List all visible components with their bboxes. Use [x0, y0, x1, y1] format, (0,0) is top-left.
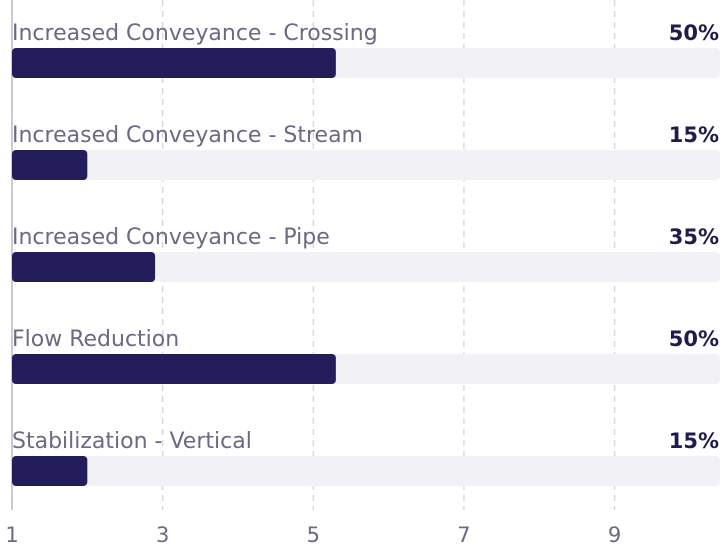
bar — [12, 48, 336, 78]
x-tick-label: 9 — [608, 523, 621, 547]
bar — [12, 150, 88, 180]
x-axis: 1 3 5 7 9 — [5, 523, 621, 547]
bar-track — [12, 456, 720, 486]
category-label: Increased Conveyance - Stream — [12, 123, 363, 148]
bar — [12, 456, 88, 486]
category-label: Stabilization - Vertical — [12, 429, 252, 454]
bar — [12, 252, 156, 282]
bar-row: Stabilization - Vertical 15% — [12, 429, 720, 486]
category-label: Increased Conveyance - Pipe — [12, 225, 330, 250]
x-tick-label: 1 — [5, 523, 18, 547]
x-tick-label: 3 — [156, 523, 169, 547]
bar-row: Increased Conveyance - Pipe 35% — [12, 225, 720, 282]
percent-label: 15% — [669, 429, 719, 453]
bar — [12, 354, 336, 384]
percent-label: 15% — [669, 123, 719, 147]
percent-label: 35% — [669, 225, 719, 249]
chart-rows: Increased Conveyance - Crossing 50%Increa… — [12, 21, 720, 486]
category-label: Increased Conveyance - Crossing — [12, 21, 378, 46]
percent-label: 50% — [669, 327, 719, 351]
bar-row: Increased Conveyance - Crossing 50% — [12, 21, 720, 78]
x-tick-label: 7 — [457, 523, 470, 547]
bar-track — [12, 150, 720, 180]
x-tick-label: 5 — [307, 523, 320, 547]
bar-row: Flow Reduction 50% — [12, 327, 720, 384]
category-label: Flow Reduction — [12, 327, 179, 352]
percent-label: 50% — [669, 21, 719, 45]
bar-row: Increased Conveyance - Stream 15% — [12, 123, 720, 180]
bar-track — [12, 252, 720, 282]
